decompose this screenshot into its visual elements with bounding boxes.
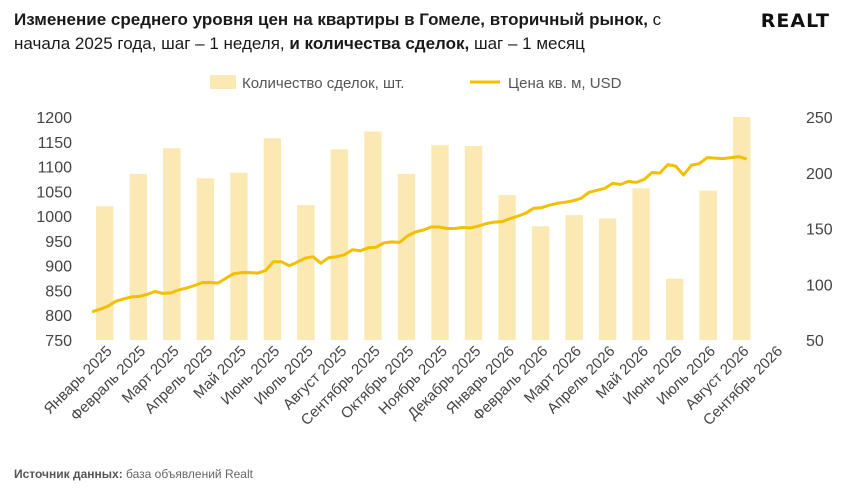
y-left-tick-0: 750 [45, 333, 72, 350]
price-line [91, 155, 748, 314]
bar-6 [297, 205, 315, 340]
bar-19 [732, 117, 751, 340]
bar-2 [163, 148, 181, 340]
data-source: Источник данных: база объявлений Realt [14, 467, 253, 481]
y-left-tick-5: 1000 [36, 209, 72, 226]
line-series [91, 155, 748, 314]
bar-7 [330, 149, 349, 340]
chart-title: Изменение среднего уровня цен на квартир… [14, 8, 714, 56]
y-right-tick-2: 150 [806, 222, 833, 239]
y-left-tick-9: 1200 [36, 110, 72, 127]
realt-logo: REALT [760, 10, 830, 32]
bar-14 [565, 215, 583, 340]
y-left-tick-3: 900 [45, 259, 72, 276]
title-plain-2: шаг – 1 месяц [469, 34, 585, 53]
y-left-tick-4: 950 [45, 234, 72, 251]
bar-15 [598, 218, 617, 340]
y-left-tick-1: 800 [45, 308, 72, 325]
y-right-tick-0: 50 [806, 333, 824, 350]
bar-12 [498, 195, 516, 340]
bar-10 [431, 144, 449, 340]
bar-0 [96, 206, 114, 340]
y-left-tick-7: 1100 [38, 160, 73, 177]
title-bold-2: и количества сделок, [289, 34, 470, 53]
y-axis-left: 750 800 850 900 950 1000 1050 1100 1150 1200 [36, 110, 72, 350]
title-bold-1: Изменение среднего уровня цен на квартир… [14, 10, 648, 29]
source-text: база объявлений Realt [122, 467, 253, 481]
bar-1 [129, 173, 148, 340]
bar-11 [464, 145, 483, 340]
legend-line-label: Цена кв. м, USD [508, 75, 622, 92]
legend: Количество сделок, шт. Цена кв. м, USD [210, 75, 622, 92]
legend-bars-swatch [210, 75, 236, 89]
y-axis-right: 50 100 150 200 250 [806, 110, 833, 350]
y-left-tick-8: 1150 [38, 135, 73, 152]
bar-13 [531, 226, 550, 340]
y-right-tick-3: 200 [806, 166, 833, 183]
y-right-tick-1: 100 [806, 277, 833, 294]
title-plain-1: с начала 2025 года, шаг – 1 неделя, [14, 10, 662, 53]
y-right-tick-4: 250 [806, 110, 833, 127]
bar-16 [632, 188, 650, 340]
y-left-tick-2: 850 [45, 283, 72, 300]
bar-9 [397, 173, 416, 340]
bar-5 [263, 138, 282, 340]
source-label: Источник данных: [14, 467, 123, 481]
bar-17 [665, 278, 684, 340]
y-left-tick-6: 1050 [36, 184, 72, 201]
legend-bars-label: Количество сделок, шт. [242, 75, 404, 92]
bar-8 [364, 131, 382, 340]
bar-18 [699, 190, 717, 340]
bar-4 [230, 172, 248, 340]
bar-3 [196, 178, 215, 340]
